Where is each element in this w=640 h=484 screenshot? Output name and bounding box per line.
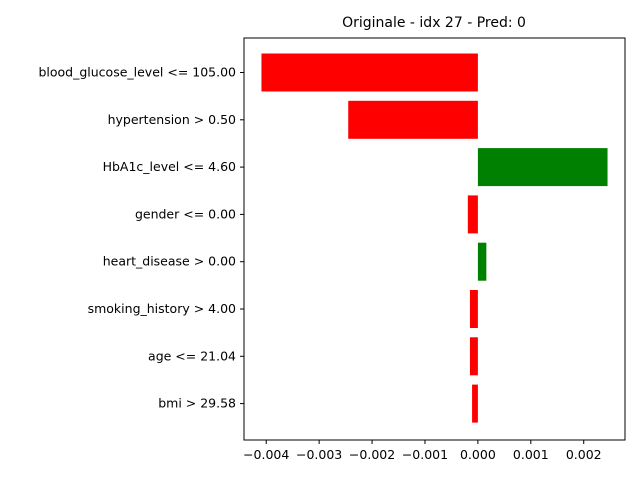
x-tick-label-1: −0.003 (296, 447, 342, 462)
y-tick-label-5: smoking_history > 4.00 (88, 301, 236, 316)
y-tick-label-2: HbA1c_level <= 4.60 (103, 159, 236, 174)
x-tick-label-6: 0.002 (566, 447, 602, 462)
plot-frame (243, 37, 626, 441)
bar-3 (467, 195, 478, 234)
bar-2 (477, 148, 608, 187)
y-tick-label-0: blood_glucose_level <= 105.00 (38, 65, 236, 80)
x-tick-label-0: −0.004 (243, 447, 289, 462)
y-tick-label-7: bmi > 29.58 (158, 396, 236, 411)
bar-4 (477, 242, 487, 281)
y-tick-label-3: gender <= 0.00 (135, 206, 236, 221)
bar-7 (472, 384, 478, 423)
y-tick-label-1: hypertension > 0.50 (108, 112, 236, 127)
x-tick-label-5: 0.001 (513, 447, 549, 462)
bar-6 (469, 337, 478, 376)
y-axis: blood_glucose_level <= 105.00 hypertensio… (38, 65, 244, 411)
bars-group (261, 53, 608, 423)
chart-title: Originale - idx 27 - Pred: 0 (342, 15, 526, 31)
bar-1 (348, 100, 478, 139)
x-tick-label-4: 0.000 (460, 447, 496, 462)
bar-0 (261, 53, 478, 92)
x-axis: −0.004 −0.003 −0.002 −0.001 0.000 0.001 0.002 (243, 440, 602, 462)
y-tick-label-6: age <= 21.04 (148, 348, 236, 363)
x-tick-label-3: −0.001 (402, 447, 448, 462)
bar-5 (469, 290, 478, 328)
x-tick-label-2: −0.002 (349, 447, 395, 462)
y-tick-label-4: heart_disease > 0.00 (103, 254, 236, 269)
